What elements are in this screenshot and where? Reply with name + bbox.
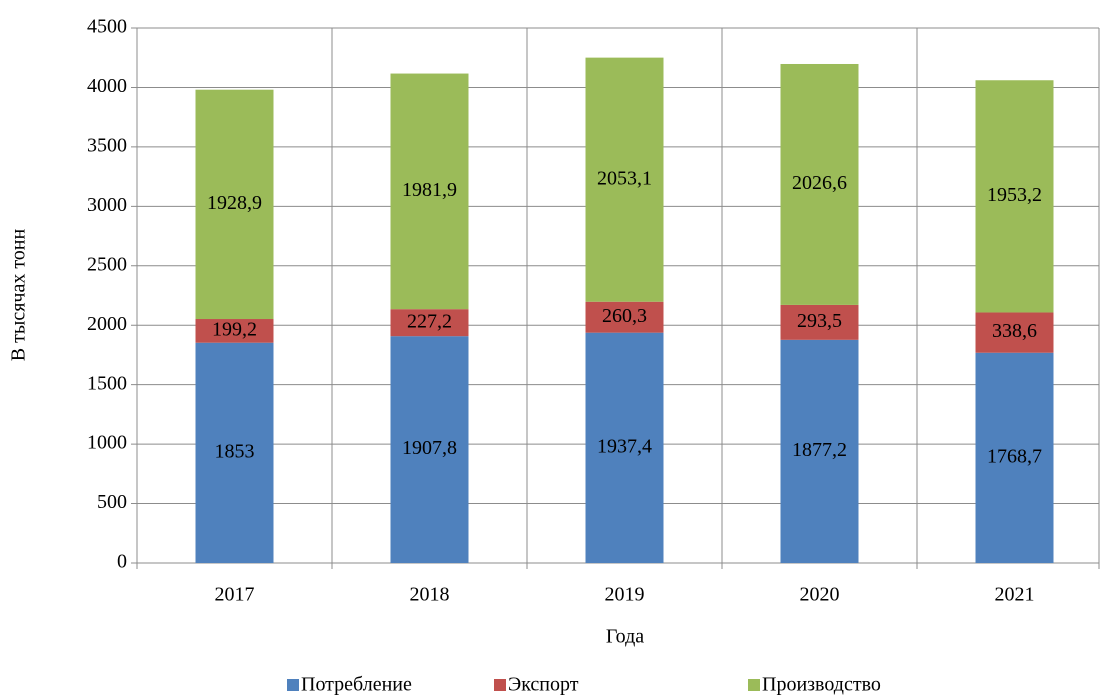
bar-segment — [780, 63, 859, 305]
y-tick-label: 500 — [97, 491, 127, 513]
y-tick-label: 3500 — [87, 134, 127, 156]
bar-segment — [390, 336, 469, 563]
x-tick-label: 2017 — [215, 584, 255, 606]
bar-segment — [585, 301, 664, 333]
data-label: 2053,1 — [597, 167, 652, 189]
legend-swatch — [748, 679, 760, 691]
y-tick-label: 2500 — [87, 253, 127, 275]
x-tick-label: 2018 — [410, 584, 450, 606]
y-tick-label: 4500 — [87, 16, 127, 38]
data-label: 2026,6 — [792, 172, 847, 194]
legend-label: Экспорт — [508, 674, 579, 696]
x-axis-title: Года — [606, 626, 644, 648]
bar-segment — [195, 89, 274, 320]
data-label: 1907,8 — [402, 437, 457, 459]
y-tick-label: 4000 — [87, 75, 127, 97]
bar-segment — [195, 319, 274, 343]
data-label: 260,3 — [602, 305, 647, 327]
legend-swatch — [494, 679, 506, 691]
y-axis-title: В тысячах тонн — [8, 229, 30, 362]
data-label: 1768,7 — [987, 445, 1042, 467]
data-label: 293,5 — [797, 310, 842, 332]
bar-segment — [780, 339, 859, 563]
data-label: 227,2 — [407, 310, 452, 332]
bar-segment — [975, 312, 1054, 353]
x-tick-label: 2021 — [995, 584, 1035, 606]
x-tick-label: 2020 — [800, 584, 840, 606]
y-tick-label: 1000 — [87, 432, 127, 454]
bar-segment — [975, 80, 1054, 313]
legend-swatch — [287, 679, 299, 691]
data-label: 1953,2 — [987, 184, 1042, 206]
data-label: 1981,9 — [402, 179, 457, 201]
data-label: 1877,2 — [792, 439, 847, 461]
bar-segment — [780, 304, 859, 340]
bar-segment — [390, 73, 469, 310]
data-label: 1853 — [215, 440, 255, 462]
data-label: 199,2 — [212, 318, 257, 340]
y-tick-label: 1500 — [87, 372, 127, 394]
legend-label: Потребление — [301, 674, 412, 696]
x-tick-label: 2019 — [605, 584, 645, 606]
bar-segment — [585, 57, 664, 302]
legend-label: Производство — [762, 674, 881, 696]
data-label: 1937,4 — [597, 435, 652, 457]
bar-segment — [390, 309, 469, 337]
y-tick-label: 2000 — [87, 313, 127, 335]
bar-segment — [975, 352, 1054, 563]
bar-segment — [195, 342, 274, 563]
y-tick-label: 3000 — [87, 194, 127, 216]
bar-segment — [585, 332, 664, 563]
data-label: 338,6 — [992, 320, 1037, 342]
y-tick-label: 0 — [117, 551, 127, 573]
data-label: 1928,9 — [207, 192, 262, 214]
